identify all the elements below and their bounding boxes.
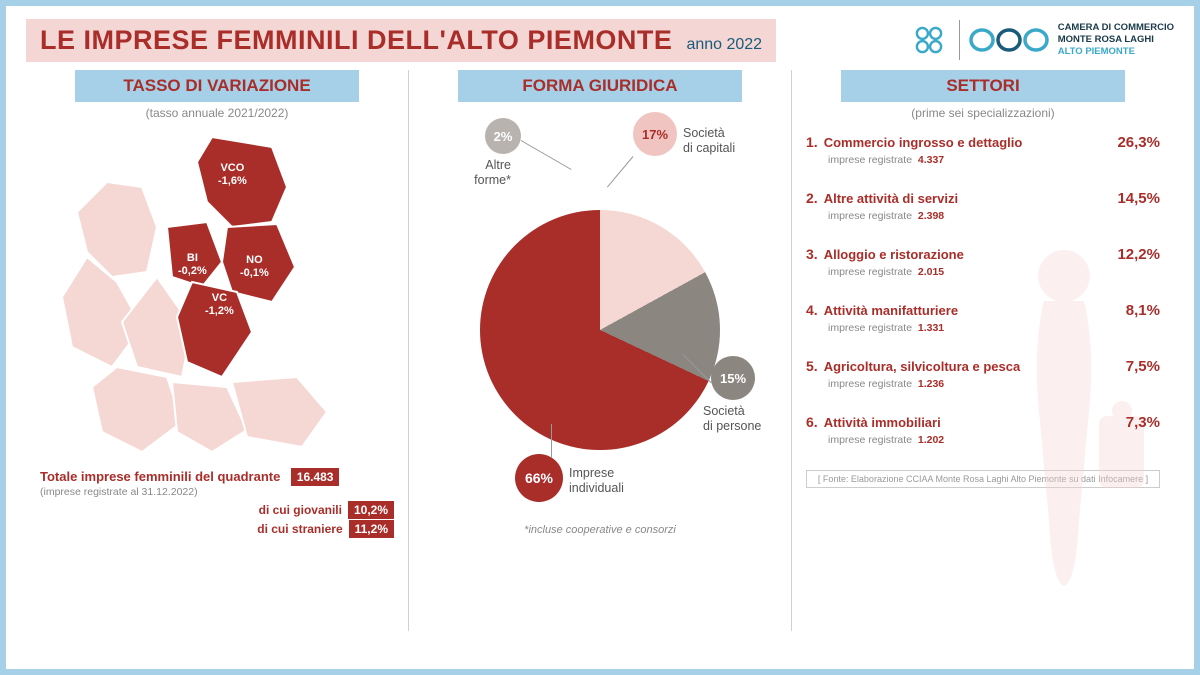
swirl-icon (907, 18, 951, 62)
totals-label: Totale imprese femminili del quadrante (40, 469, 280, 484)
main-title: LE IMPRESE FEMMINILI DELL'ALTO PIEMONTE (40, 25, 672, 56)
sector-item: 1.Commercio ingrosso e dettaglio26,3%imp… (806, 134, 1160, 166)
map-label-bi: BI-0,2% (178, 252, 207, 278)
pie-note: *incluse cooperative e consorzi (423, 524, 777, 536)
pie-badge-capitali: 17% (633, 112, 677, 156)
totals-subrow: di cui giovanili10,2% (40, 503, 394, 517)
map: VCO-1,6% BI-0,2% NO-0,1%VC-1,2% (40, 132, 394, 462)
sector-item: 6.Attività immobiliari7,3%imprese regist… (806, 414, 1160, 446)
header: LE IMPRESE FEMMINILI DELL'ALTO PIEMONTE … (6, 6, 1194, 70)
pie-label-individuali: Impreseindividuali (569, 466, 624, 496)
map-label-vco: VCO-1,6% (218, 162, 247, 188)
map-label-vc: VC-1,2% (205, 292, 234, 318)
logo-block: CAMERA DI COMMERCIO MONTE ROSA LAGHI ALT… (907, 18, 1174, 62)
col1-header: TASSO DI VARIAZIONE (75, 70, 358, 102)
sector-item: 3.Alloggio e ristorazione12,2%imprese re… (806, 246, 1160, 278)
col-sectors: SETTORI (prime sei specializzazioni) 1.C… (791, 70, 1174, 631)
title-bar: LE IMPRESE FEMMINILI DELL'ALTO PIEMONTE … (26, 19, 776, 62)
col1-sub: (tasso annuale 2021/2022) (40, 106, 394, 120)
pie-label-capitali: Societàdi capitali (683, 126, 735, 156)
pie-badge-altre: 2% (485, 118, 521, 154)
col-variation: TASSO DI VARIAZIONE (tasso annuale 2021/… (26, 70, 408, 631)
pie-disc (480, 210, 720, 450)
col-legal-form: FORMA GIURIDICA 2% Altreforme* 17% Socie… (408, 70, 791, 631)
col2-header: FORMA GIURIDICA (458, 70, 741, 102)
sector-list: 1.Commercio ingrosso e dettaglio26,3%imp… (806, 134, 1160, 446)
columns: TASSO DI VARIAZIONE (tasso annuale 2021/… (6, 70, 1194, 645)
logo-text: CAMERA DI COMMERCIO MONTE ROSA LAGHI ALT… (1058, 22, 1174, 58)
year-label: anno 2022 (686, 36, 762, 54)
pie-label-altre: Altreforme* (451, 158, 511, 188)
totals-subrow: di cui straniere11,2% (40, 522, 394, 536)
pie-badge-individuali: 66% (515, 454, 563, 502)
pie-chart: 2% Altreforme* 17% Societàdi capitali 15… (423, 106, 777, 536)
col3-sub: (prime sei specializzazioni) (806, 106, 1160, 120)
pie-label-persone: Societàdi persone (703, 404, 761, 434)
map-label-no: NO-0,1% (240, 254, 269, 280)
chain-icon (968, 25, 1050, 55)
logo-divider (959, 20, 960, 60)
totals-value: 16.483 (291, 468, 340, 486)
col3-header: SETTORI (841, 70, 1124, 102)
sector-item: 4.Attività manifatturiere8,1%imprese reg… (806, 302, 1160, 334)
sector-item: 2.Altre attività di servizi14,5%imprese … (806, 190, 1160, 222)
totals-block: Totale imprese femminili del quadrante 1… (40, 468, 394, 536)
sector-item: 5.Agricoltura, silvicoltura e pesca7,5%i… (806, 358, 1160, 390)
pie-badge-persone: 15% (711, 356, 755, 400)
totals-sub: (imprese registrate al 31.12.2022) (40, 486, 394, 498)
